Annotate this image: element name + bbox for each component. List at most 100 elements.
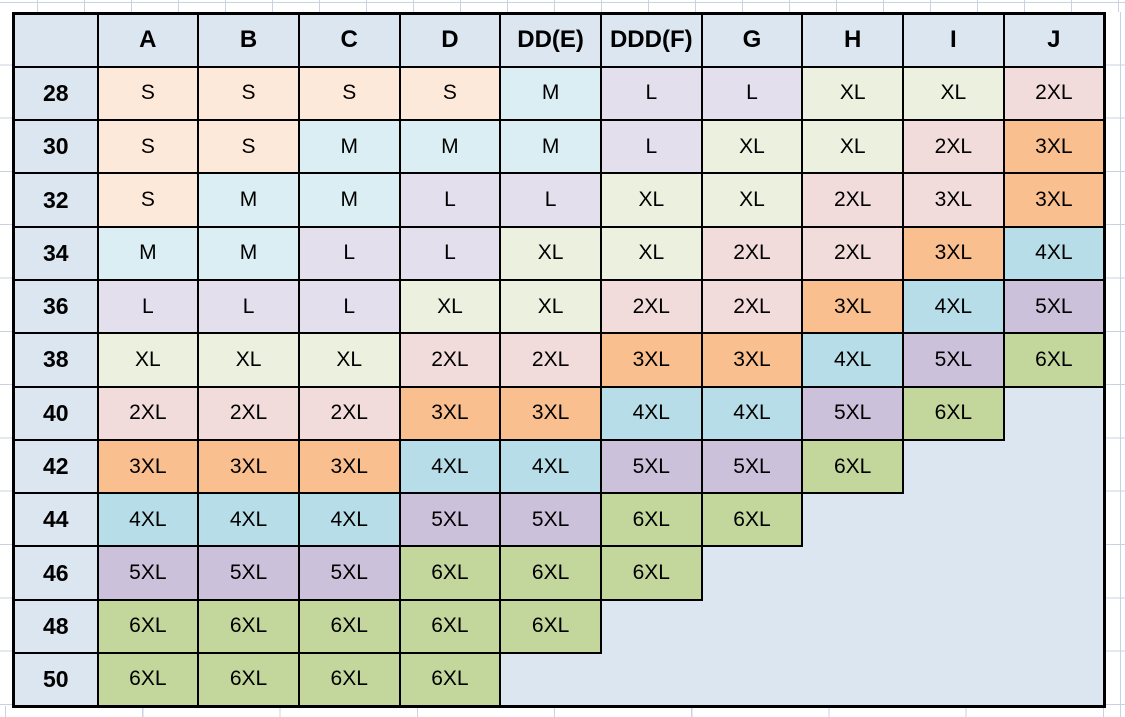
cell-34-I[interactable]: 3XL — [902, 225, 1005, 281]
cell-42-C[interactable]: 3XL — [297, 438, 401, 495]
empty-cell[interactable] — [802, 546, 903, 599]
empty-cell[interactable] — [1004, 493, 1105, 546]
cell-32-D[interactable]: L — [398, 172, 502, 228]
cell-44-G[interactable]: 6XL — [700, 492, 804, 548]
cell-38-DDD(F)[interactable]: 3XL — [599, 332, 703, 388]
empty-cell[interactable] — [802, 493, 903, 546]
cell-32-A[interactable]: S — [96, 172, 200, 228]
cell-28-H[interactable]: XL — [801, 65, 904, 122]
cell-34-DD(E)[interactable]: XL — [499, 225, 602, 281]
cell-36-DDD(F)[interactable]: 2XL — [599, 278, 703, 335]
empty-cell[interactable] — [1004, 546, 1105, 599]
column-header-B[interactable]: B — [197, 12, 300, 68]
empty-cell[interactable] — [802, 600, 903, 653]
column-header-G[interactable]: G — [700, 12, 804, 68]
cell-36-I[interactable]: 4XL — [902, 278, 1005, 335]
row-header-32[interactable]: 32 — [12, 172, 99, 228]
empty-cell[interactable] — [601, 600, 702, 653]
cell-40-G[interactable]: 4XL — [700, 385, 804, 441]
cell-32-G[interactable]: XL — [700, 172, 804, 228]
empty-cell[interactable] — [1004, 440, 1105, 493]
row-header-38[interactable]: 38 — [12, 332, 99, 388]
row-header-50[interactable]: 50 — [12, 652, 99, 708]
cell-30-I[interactable]: 2XL — [902, 119, 1005, 175]
row-header-30[interactable]: 30 — [12, 119, 99, 175]
cell-32-B[interactable]: M — [197, 172, 300, 228]
cell-32-I[interactable]: 3XL — [902, 172, 1005, 228]
cell-44-D[interactable]: 5XL — [398, 492, 502, 548]
cell-46-C[interactable]: 5XL — [297, 545, 401, 601]
cell-38-C[interactable]: XL — [297, 332, 401, 388]
cell-30-B[interactable]: S — [197, 119, 300, 175]
cell-30-G[interactable]: XL — [700, 119, 804, 175]
cell-34-H[interactable]: 2XL — [801, 225, 904, 281]
cell-30-H[interactable]: XL — [801, 119, 904, 175]
cell-36-G[interactable]: 2XL — [700, 278, 804, 335]
empty-cell[interactable] — [903, 440, 1004, 493]
cell-28-I[interactable]: XL — [902, 65, 1005, 122]
corner-cell[interactable] — [12, 12, 99, 68]
cell-42-H[interactable]: 6XL — [801, 438, 904, 495]
row-header-28[interactable]: 28 — [12, 65, 99, 122]
cell-38-D[interactable]: 2XL — [398, 332, 502, 388]
column-header-J[interactable]: J — [1002, 12, 1106, 68]
cell-48-D[interactable]: 6XL — [398, 598, 502, 655]
cell-46-B[interactable]: 5XL — [197, 545, 300, 601]
cell-36-H[interactable]: 3XL — [801, 278, 904, 335]
column-header-H[interactable]: H — [801, 12, 904, 68]
cell-28-DDD(F)[interactable]: L — [599, 65, 703, 122]
cell-36-J[interactable]: 5XL — [1002, 278, 1106, 335]
cell-30-C[interactable]: M — [297, 119, 401, 175]
cell-46-DDD(F)[interactable]: 6XL — [599, 545, 703, 601]
cell-28-B[interactable]: S — [197, 65, 300, 122]
cell-38-I[interactable]: 5XL — [902, 332, 1005, 388]
cell-32-DDD(F)[interactable]: XL — [599, 172, 703, 228]
cell-42-A[interactable]: 3XL — [96, 438, 200, 495]
cell-38-B[interactable]: XL — [197, 332, 300, 388]
column-header-A[interactable]: A — [96, 12, 200, 68]
cell-36-DD(E)[interactable]: XL — [499, 278, 602, 335]
cell-36-C[interactable]: L — [297, 278, 401, 335]
cell-38-A[interactable]: XL — [96, 332, 200, 388]
cell-36-B[interactable]: L — [197, 278, 300, 335]
cell-48-DD(E)[interactable]: 6XL — [499, 598, 602, 655]
cell-38-DD(E)[interactable]: 2XL — [499, 332, 602, 388]
cell-28-D[interactable]: S — [398, 65, 502, 122]
cell-36-D[interactable]: XL — [398, 278, 502, 335]
column-header-C[interactable]: C — [297, 12, 401, 68]
row-header-46[interactable]: 46 — [12, 545, 99, 601]
cell-34-G[interactable]: 2XL — [700, 225, 804, 281]
cell-34-J[interactable]: 4XL — [1002, 225, 1106, 281]
empty-cell[interactable] — [903, 653, 1004, 706]
cell-32-J[interactable]: 3XL — [1002, 172, 1106, 228]
cell-42-D[interactable]: 4XL — [398, 438, 502, 495]
column-header-I[interactable]: I — [902, 12, 1005, 68]
cell-28-DD(E)[interactable]: M — [499, 65, 602, 122]
empty-cell[interactable] — [903, 546, 1004, 599]
cell-42-DD(E)[interactable]: 4XL — [499, 438, 602, 495]
cell-40-H[interactable]: 5XL — [801, 385, 904, 441]
row-header-42[interactable]: 42 — [12, 438, 99, 495]
cell-32-C[interactable]: M — [297, 172, 401, 228]
cell-34-B[interactable]: M — [197, 225, 300, 281]
empty-cell[interactable] — [702, 653, 803, 706]
cell-44-DDD(F)[interactable]: 6XL — [599, 492, 703, 548]
cell-42-B[interactable]: 3XL — [197, 438, 300, 495]
cell-46-DD(E)[interactable]: 6XL — [499, 545, 602, 601]
cell-40-DD(E)[interactable]: 3XL — [499, 385, 602, 441]
cell-30-D[interactable]: M — [398, 119, 502, 175]
row-header-34[interactable]: 34 — [12, 225, 99, 281]
empty-cell[interactable] — [702, 600, 803, 653]
row-header-40[interactable]: 40 — [12, 385, 99, 441]
cell-38-H[interactable]: 4XL — [801, 332, 904, 388]
cell-42-G[interactable]: 5XL — [700, 438, 804, 495]
empty-cell[interactable] — [903, 493, 1004, 546]
cell-30-J[interactable]: 3XL — [1002, 119, 1106, 175]
cell-40-I[interactable]: 6XL — [902, 385, 1005, 441]
cell-28-G[interactable]: L — [700, 65, 804, 122]
cell-28-C[interactable]: S — [297, 65, 401, 122]
empty-cell[interactable] — [1004, 600, 1105, 653]
cell-44-C[interactable]: 4XL — [297, 492, 401, 548]
empty-cell[interactable] — [500, 653, 601, 706]
cell-30-DD(E)[interactable]: M — [499, 119, 602, 175]
